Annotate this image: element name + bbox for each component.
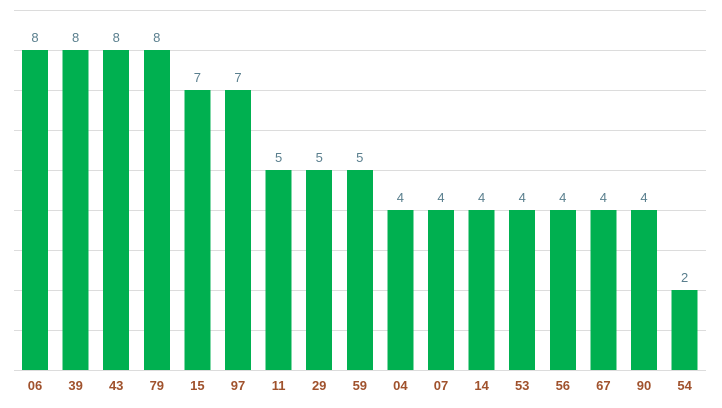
value-label-97: 7	[234, 70, 241, 85]
value-label-67: 4	[600, 190, 607, 205]
category-label-79: 79	[150, 378, 164, 393]
category-label-06: 06	[28, 378, 42, 393]
category-label-54: 54	[677, 378, 692, 393]
bar-90	[631, 210, 657, 370]
bar-14	[468, 210, 495, 370]
bar-29	[306, 170, 333, 370]
value-label-15: 7	[194, 70, 201, 85]
bar-53	[509, 210, 536, 370]
category-label-07: 07	[434, 378, 448, 393]
value-label-54: 2	[681, 270, 688, 285]
value-label-56: 4	[559, 190, 566, 205]
bar-59	[346, 170, 373, 370]
category-label-43: 43	[109, 378, 123, 393]
value-label-90: 4	[640, 190, 647, 205]
bar-07	[428, 210, 454, 370]
bar-43	[103, 50, 130, 370]
value-label-43: 8	[113, 30, 120, 45]
value-label-11: 5	[275, 150, 282, 165]
value-label-53: 4	[519, 190, 526, 205]
value-label-07: 4	[437, 190, 444, 205]
category-label-56: 56	[556, 378, 570, 393]
bar-79	[143, 50, 170, 370]
bar-04	[387, 210, 414, 370]
category-label-90: 90	[637, 378, 651, 393]
category-label-67: 67	[596, 378, 610, 393]
bar-54	[671, 290, 698, 370]
category-label-14: 14	[474, 378, 489, 393]
bar-15	[184, 90, 211, 370]
value-label-39: 8	[72, 30, 79, 45]
bar-11	[265, 170, 292, 370]
bar-97	[225, 90, 251, 370]
category-label-39: 39	[68, 378, 82, 393]
category-label-15: 15	[190, 378, 204, 393]
value-label-04: 4	[397, 190, 404, 205]
value-label-14: 4	[478, 190, 485, 205]
value-label-06: 8	[31, 30, 38, 45]
bar-67	[590, 210, 617, 370]
bar-06	[22, 50, 48, 370]
category-label-59: 59	[353, 378, 367, 393]
category-label-11: 11	[272, 378, 286, 393]
value-labels: 8 8 8 8 7 7 5 5 5 4 4 4 4 4 4 4 2	[31, 30, 688, 285]
category-label-29: 29	[312, 378, 326, 393]
category-labels: 06 39 43 79 15 97 11 29 59 04 07 14 53 56 67 90 54	[28, 378, 693, 393]
bar-39	[62, 50, 89, 370]
category-label-97: 97	[231, 378, 245, 393]
category-label-04: 04	[393, 378, 408, 393]
value-label-79: 8	[153, 30, 160, 45]
value-label-29: 5	[316, 150, 323, 165]
category-label-53: 53	[515, 378, 529, 393]
bar-56	[549, 210, 576, 370]
value-label-59: 5	[356, 150, 363, 165]
bars	[22, 50, 698, 370]
